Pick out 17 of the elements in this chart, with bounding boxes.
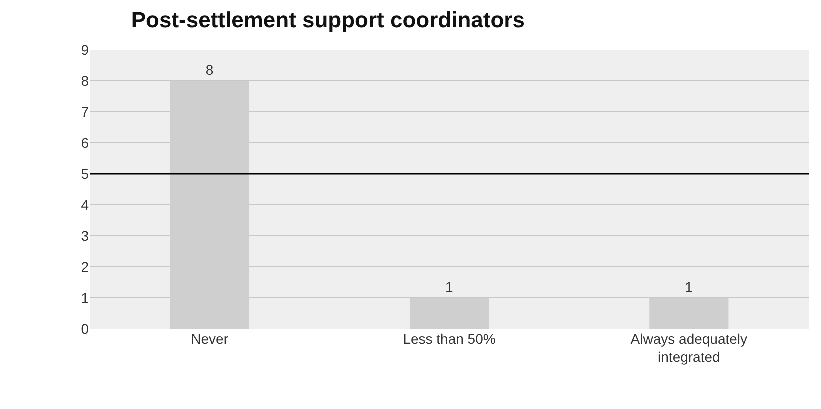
x-tick-label: Never	[191, 331, 229, 347]
y-tick-label: 7	[81, 104, 90, 120]
data-label: 1	[685, 279, 694, 295]
y-tick-label: 1	[81, 290, 90, 306]
y-tick-label: 9	[81, 42, 90, 58]
data-label: 8	[206, 62, 214, 78]
y-tick-label: 4	[81, 196, 90, 213]
x-tick-label: Always adequately integrated	[630, 331, 748, 366]
chart-title: Post-settlement support coordinators	[131, 8, 525, 33]
y-tick-label: 5	[81, 166, 90, 182]
y-tick-label: 2	[81, 258, 90, 275]
y-tick-label: 8	[81, 72, 90, 89]
data-label: 1	[446, 279, 454, 295]
y-tick-label: 6	[81, 134, 90, 151]
y-tick-label: 3	[81, 228, 90, 244]
y-tick-label: 0	[81, 320, 90, 337]
x-tick-label: Less than 50%	[403, 331, 496, 347]
